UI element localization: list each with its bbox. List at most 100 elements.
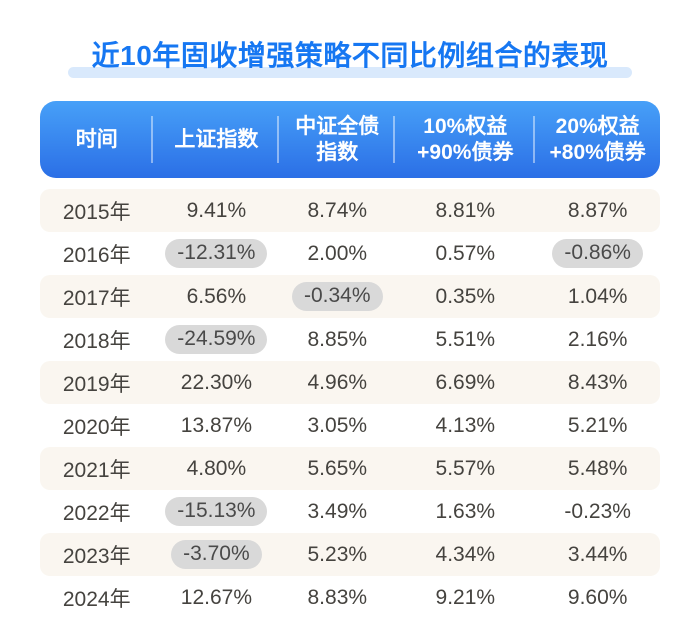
value-cell: 0.35% [395, 285, 535, 309]
cell-text: 5.65% [307, 456, 368, 480]
value-cell: 1.63% [395, 500, 535, 524]
year-cell: 2022年 [40, 497, 153, 527]
value-cell: 6.69% [395, 371, 535, 395]
value-cell: 5.65% [279, 457, 395, 481]
value-cell: 4.80% [153, 457, 279, 481]
cell-text: 2024年 [62, 587, 131, 611]
page-title: 近10年固收增强策略不同比例组合的表现 [91, 40, 609, 71]
cell-text: 2018年 [62, 329, 131, 353]
value-cell: 6.56% [153, 285, 279, 309]
cell-text: 8.74% [307, 198, 368, 222]
cell-text: 4.96% [307, 370, 368, 394]
table-row: 2019年 22.30% 4.96% 6.69% 8.43% [40, 361, 660, 404]
value-cell: 12.67% [153, 586, 279, 610]
value-cell: -12.31% [153, 239, 279, 268]
cell-text: 4.80% [186, 456, 247, 480]
cell-text: 3.44% [567, 542, 628, 566]
value-cell: 5.51% [395, 328, 535, 352]
value-cell: 2.16% [535, 328, 660, 352]
value-cell: 4.34% [395, 543, 535, 567]
title-underline [67, 67, 633, 78]
cell-text: 3.49% [307, 499, 368, 523]
cell-text: 1.63% [435, 499, 496, 523]
year-cell: 2015年 [40, 196, 153, 226]
cell-text: 2.16% [567, 327, 628, 351]
value-cell: 5.21% [535, 414, 660, 438]
cell-text: 4.34% [435, 542, 496, 566]
cell-text: 9.21% [435, 585, 496, 609]
table-row: 2024年 12.67% 8.83% 9.21% 9.60% [40, 576, 660, 619]
value-cell: -15.13% [153, 497, 279, 526]
table-header: 时间 上证指数 中证全债 指数 10%权益 +90%债券 20%权益 +80%债… [40, 101, 660, 178]
header-cell-bond-index: 中证全债 指数 [279, 101, 396, 178]
header-cell-mix-10-90: 10%权益 +90%债券 [395, 101, 536, 178]
value-cell: 8.85% [279, 328, 395, 352]
cell-text: 9.60% [567, 585, 628, 609]
year-cell: 2023年 [40, 540, 153, 570]
cell-text: 2019年 [62, 372, 131, 396]
value-cell: 9.21% [395, 586, 535, 610]
cell-text: 5.51% [435, 327, 496, 351]
value-cell: 3.49% [279, 500, 395, 524]
cell-text: 2022年 [62, 501, 131, 525]
cell-text: 5.23% [307, 542, 368, 566]
value-cell: 5.23% [279, 543, 395, 567]
cell-text: 8.85% [307, 327, 368, 351]
value-cell: -24.59% [153, 325, 279, 354]
year-cell: 2020年 [40, 411, 153, 441]
cell-text: 0.57% [435, 241, 496, 265]
table-row: 2023年 -3.70% 5.23% 4.34% 3.44% [40, 533, 660, 576]
year-cell: 2024年 [40, 583, 153, 613]
cell-text: 2015年 [62, 200, 131, 224]
highlighted-value-pill: -12.31% [165, 239, 268, 268]
table-row: 2017年 6.56% -0.34% 0.35% 1.04% [40, 275, 660, 318]
value-cell: 3.05% [279, 414, 395, 438]
highlighted-value-pill: -0.86% [552, 239, 643, 268]
year-cell: 2018年 [40, 325, 153, 355]
cell-text: 6.56% [186, 284, 247, 308]
cell-text: 2.00% [307, 241, 368, 265]
year-cell: 2019年 [40, 368, 153, 398]
year-cell: 2016年 [40, 239, 153, 269]
value-cell: 5.48% [535, 457, 660, 481]
year-cell: 2021年 [40, 454, 153, 484]
year-cell: 2017年 [40, 282, 153, 312]
cell-text: 0.35% [435, 284, 496, 308]
table-row: 2016年 -12.31% 2.00% 0.57% -0.86% [40, 232, 660, 275]
cell-text: 2023年 [62, 544, 131, 568]
cell-text: 9.41% [186, 198, 247, 222]
value-cell: 3.44% [535, 543, 660, 567]
value-cell: 22.30% [153, 371, 279, 395]
value-cell: 9.60% [535, 586, 660, 610]
cell-text: 13.87% [180, 413, 252, 437]
cell-text: 2020年 [62, 415, 131, 439]
cell-text: 22.30% [180, 370, 252, 394]
highlighted-value-pill: -24.59% [165, 325, 268, 354]
value-cell: 5.57% [395, 457, 535, 481]
table-body: 2015年 9.41% 8.74% 8.81% 8.87% 2016年 -12.31% 2.0… [40, 189, 660, 619]
cell-text: 5.48% [567, 456, 628, 480]
cell-text: 8.83% [307, 585, 368, 609]
cell-text: -0.23% [564, 499, 631, 523]
header-cell-sse-index: 上证指数 [153, 101, 280, 178]
table-row: 2022年 -15.13% 3.49% 1.63% -0.23% [40, 490, 660, 533]
value-cell: 4.96% [279, 371, 395, 395]
header-cell-time: 时间 [40, 101, 154, 178]
cell-text: 5.57% [435, 456, 496, 480]
value-cell: 9.41% [153, 199, 279, 223]
header-cell-mix-20-80: 20%权益 +80%债券 [549, 114, 646, 164]
cell-text: 2017年 [62, 286, 131, 310]
value-cell: 8.74% [279, 199, 395, 223]
cell-text: 4.13% [435, 413, 496, 437]
table-row: 2020年 13.87% 3.05% 4.13% 5.21% [40, 404, 660, 447]
cell-text: 6.69% [435, 370, 496, 394]
table-row: 2018年 -24.59% 8.85% 5.51% 2.16% [40, 318, 660, 361]
value-cell: 4.13% [395, 414, 535, 438]
table-row: 2015年 9.41% 8.74% 8.81% 8.87% [40, 189, 660, 232]
value-cell: -3.70% [153, 540, 279, 569]
cell-text: 2021年 [62, 458, 131, 482]
cell-text: 5.21% [567, 413, 628, 437]
cell-text: 12.67% [180, 585, 252, 609]
cell-text: 3.05% [307, 413, 368, 437]
